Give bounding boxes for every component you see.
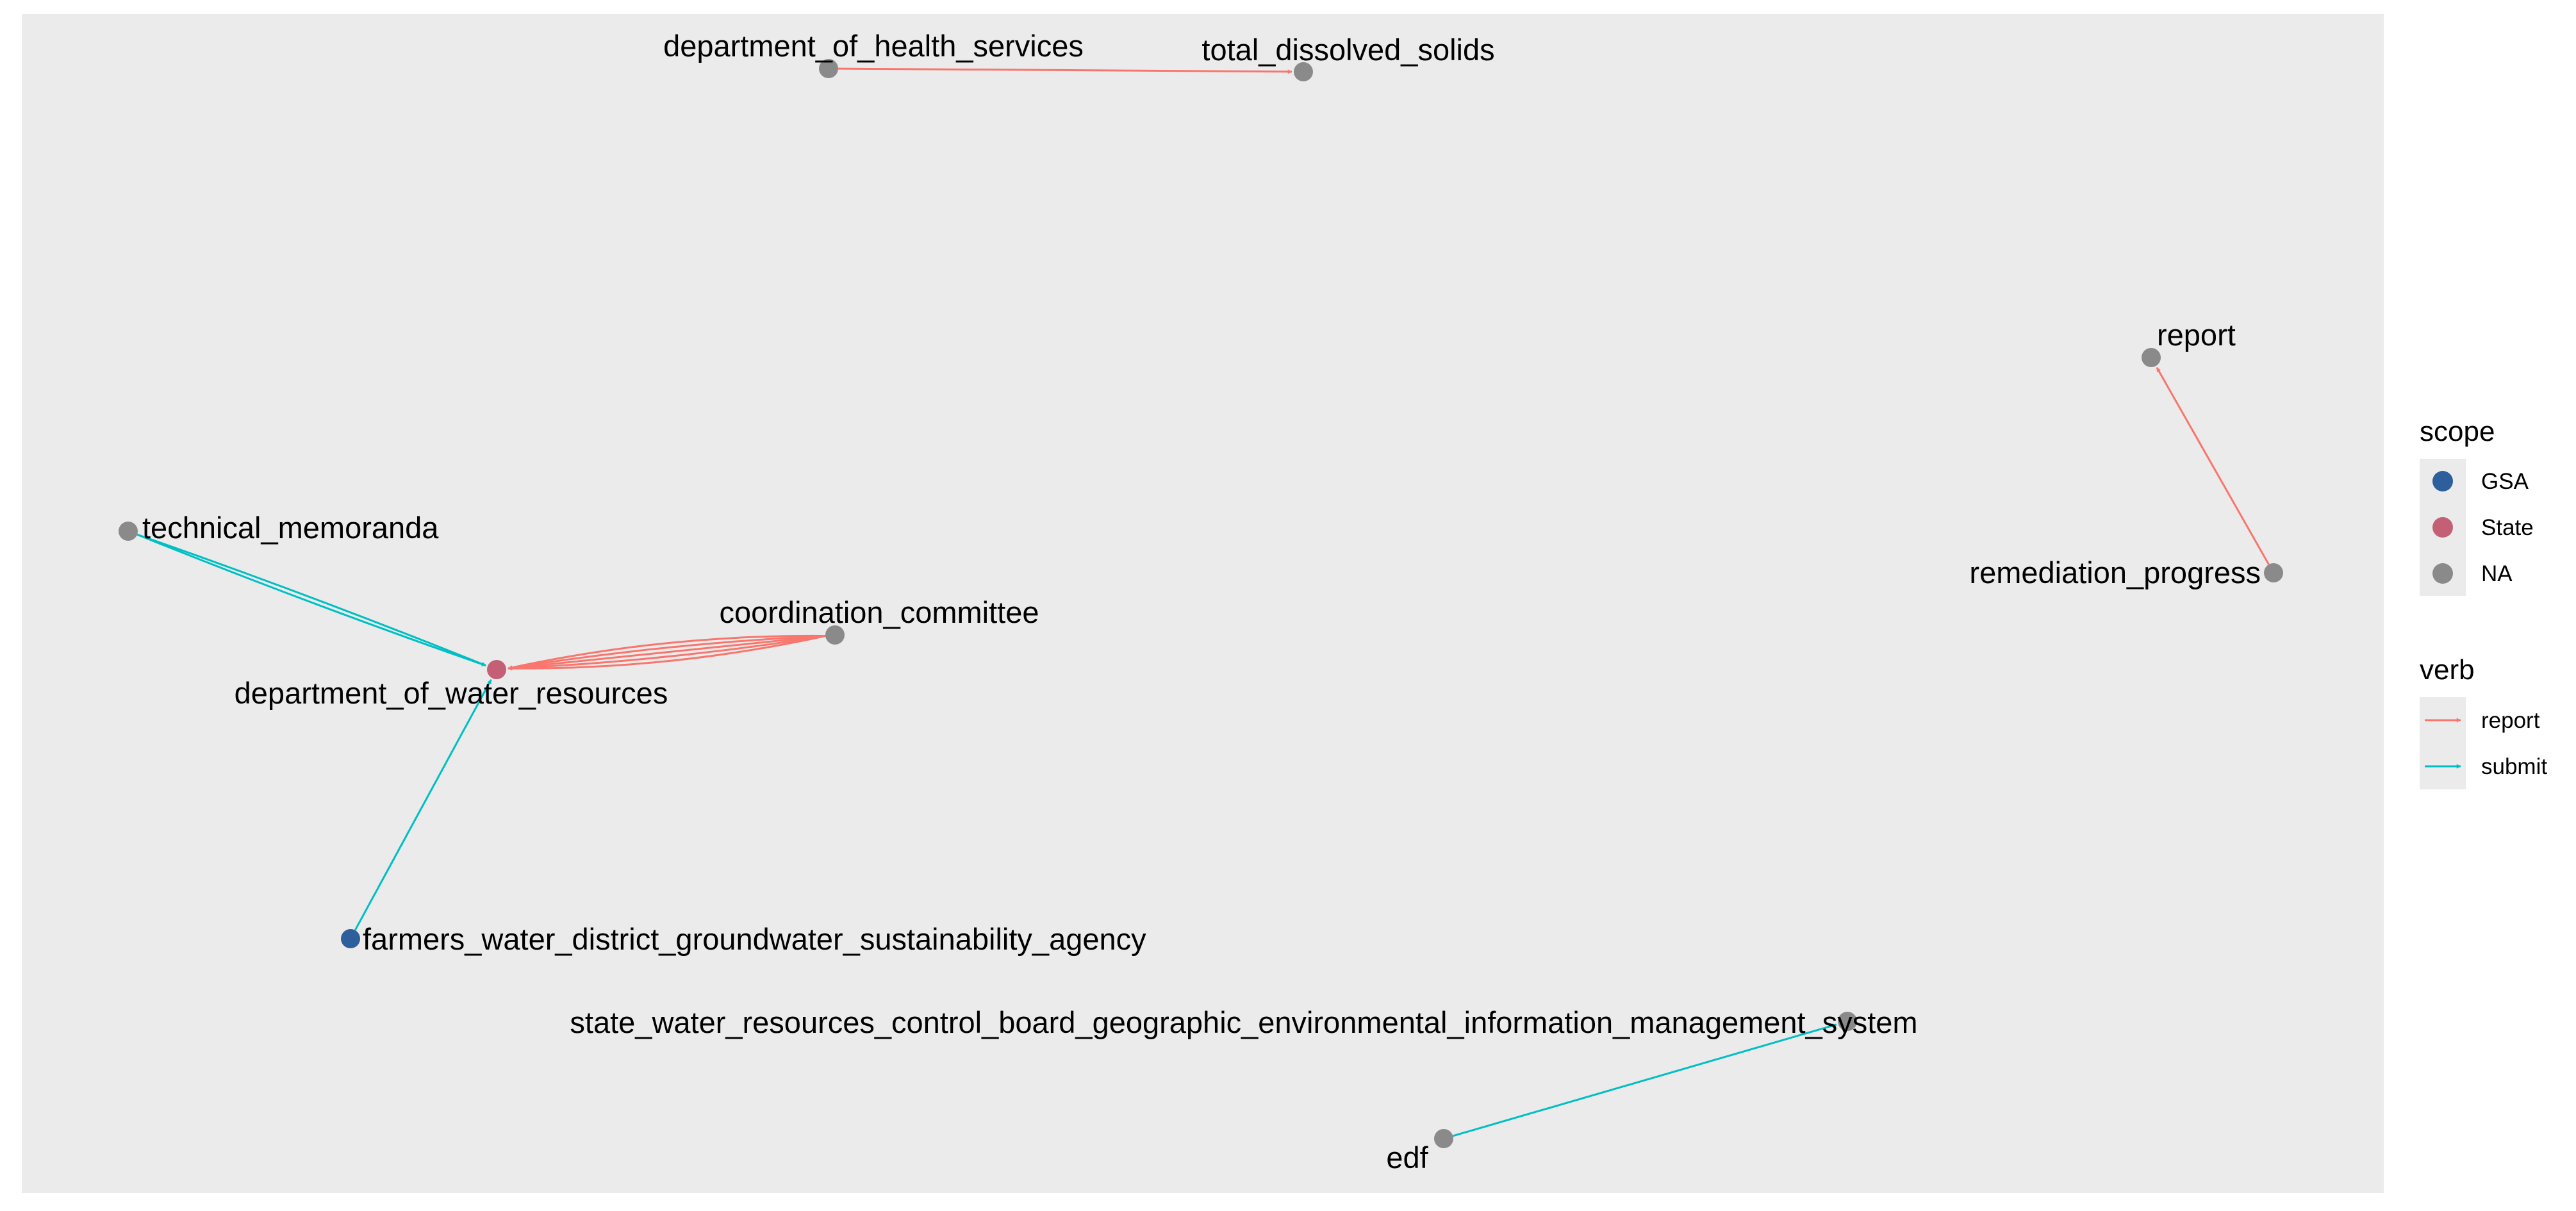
legend-scope-key-na	[2432, 563, 2453, 584]
edge-report-department_of_health_services-to-total_dissolved_solids-0	[838, 67, 1292, 74]
node-department_of_health_services	[819, 59, 838, 78]
edge-submit-technical_memoranda-to-department_of_water_resources-1	[136, 533, 486, 667]
legend-verb-label-report: report	[2481, 708, 2540, 733]
legend-scope-label-state: State	[2481, 515, 2534, 540]
legend-scope-key-gsa	[2432, 471, 2453, 491]
node-label-remediation_progress: remediation_progress	[1969, 556, 2261, 589]
node-label-edf: edf	[1386, 1141, 1428, 1174]
legend-scope-title: scope	[2420, 416, 2495, 447]
node-label-report: report	[2157, 318, 2236, 352]
node-label-technical_memoranda: technical_memoranda	[142, 511, 439, 545]
legend-verb-label-submit: submit	[2481, 754, 2547, 779]
edge-report-coordination_committee-to-department_of_water_resources-2	[508, 635, 826, 671]
edge-submit-edf-to-state_water_resources_control_board_geographic_environmental_information_management_system-0	[1452, 1023, 1837, 1137]
node-coordination_committee	[825, 625, 845, 645]
legend-scope: scope GSA State NA	[2420, 416, 2534, 596]
edge-submit-technical_memoranda-to-department_of_water_resources-0	[136, 533, 486, 667]
legend-scope-key-state	[2432, 517, 2453, 538]
edge-report-coordination_committee-to-department_of_water_resources-3	[508, 635, 826, 670]
node-remediation_progress	[2264, 563, 2283, 582]
legend-verb-key-background	[2420, 697, 2466, 789]
edge-report-coordination_committee-to-department_of_water_resources-1	[508, 635, 826, 671]
node-label-state_water_resources_control_board_geographic_environmental_information_management_system: state_water_resources_control_board_geog…	[570, 1005, 1917, 1039]
legend-scope-label-gsa: GSA	[2481, 469, 2529, 494]
node-farmers_water_district_groundwater_sustainability_agency	[341, 929, 360, 948]
node-label-department_of_water_resources: department_of_water_resources	[235, 676, 668, 710]
edges-layer	[136, 67, 2270, 1137]
plot-panel	[22, 14, 2384, 1193]
node-label-coordination_committee: coordination_committee	[720, 595, 1039, 629]
legend-verb-title: verb	[2420, 654, 2475, 686]
labels-layer: department_of_health_services total_disso…	[142, 29, 2261, 1174]
node-department_of_water_resources	[487, 660, 506, 679]
node-label-department_of_health_services: department_of_health_services	[663, 29, 1084, 63]
legend-scope-label-na: NA	[2481, 561, 2513, 586]
node-total_dissolved_solids	[1294, 62, 1313, 81]
node-label-farmers_water_district_groundwater_sustainability_agency: farmers_water_district_groundwater_susta…	[363, 922, 1146, 956]
node-edf	[1434, 1129, 1453, 1148]
edge-report-remediation_progress-to-report-0	[2156, 367, 2270, 565]
node-label-total_dissolved_solids: total_dissolved_solids	[1201, 33, 1494, 67]
nodes-layer	[119, 59, 2283, 1148]
edge-report-coordination_committee-to-department_of_water_resources-0	[508, 635, 826, 671]
edge-report-coordination_committee-to-department_of_water_resources-4	[508, 634, 826, 670]
legend-verb: verb report submit	[2420, 654, 2547, 789]
node-report	[2142, 348, 2161, 367]
edge-submit-farmers_water_district_groundwater_sustainability_agency-to-department_of_water_resources-0	[354, 679, 492, 931]
node-state_water_resources_control_board_geographic_environmental_information_management_system	[1838, 1012, 1857, 1031]
node-technical_memoranda	[119, 522, 138, 541]
